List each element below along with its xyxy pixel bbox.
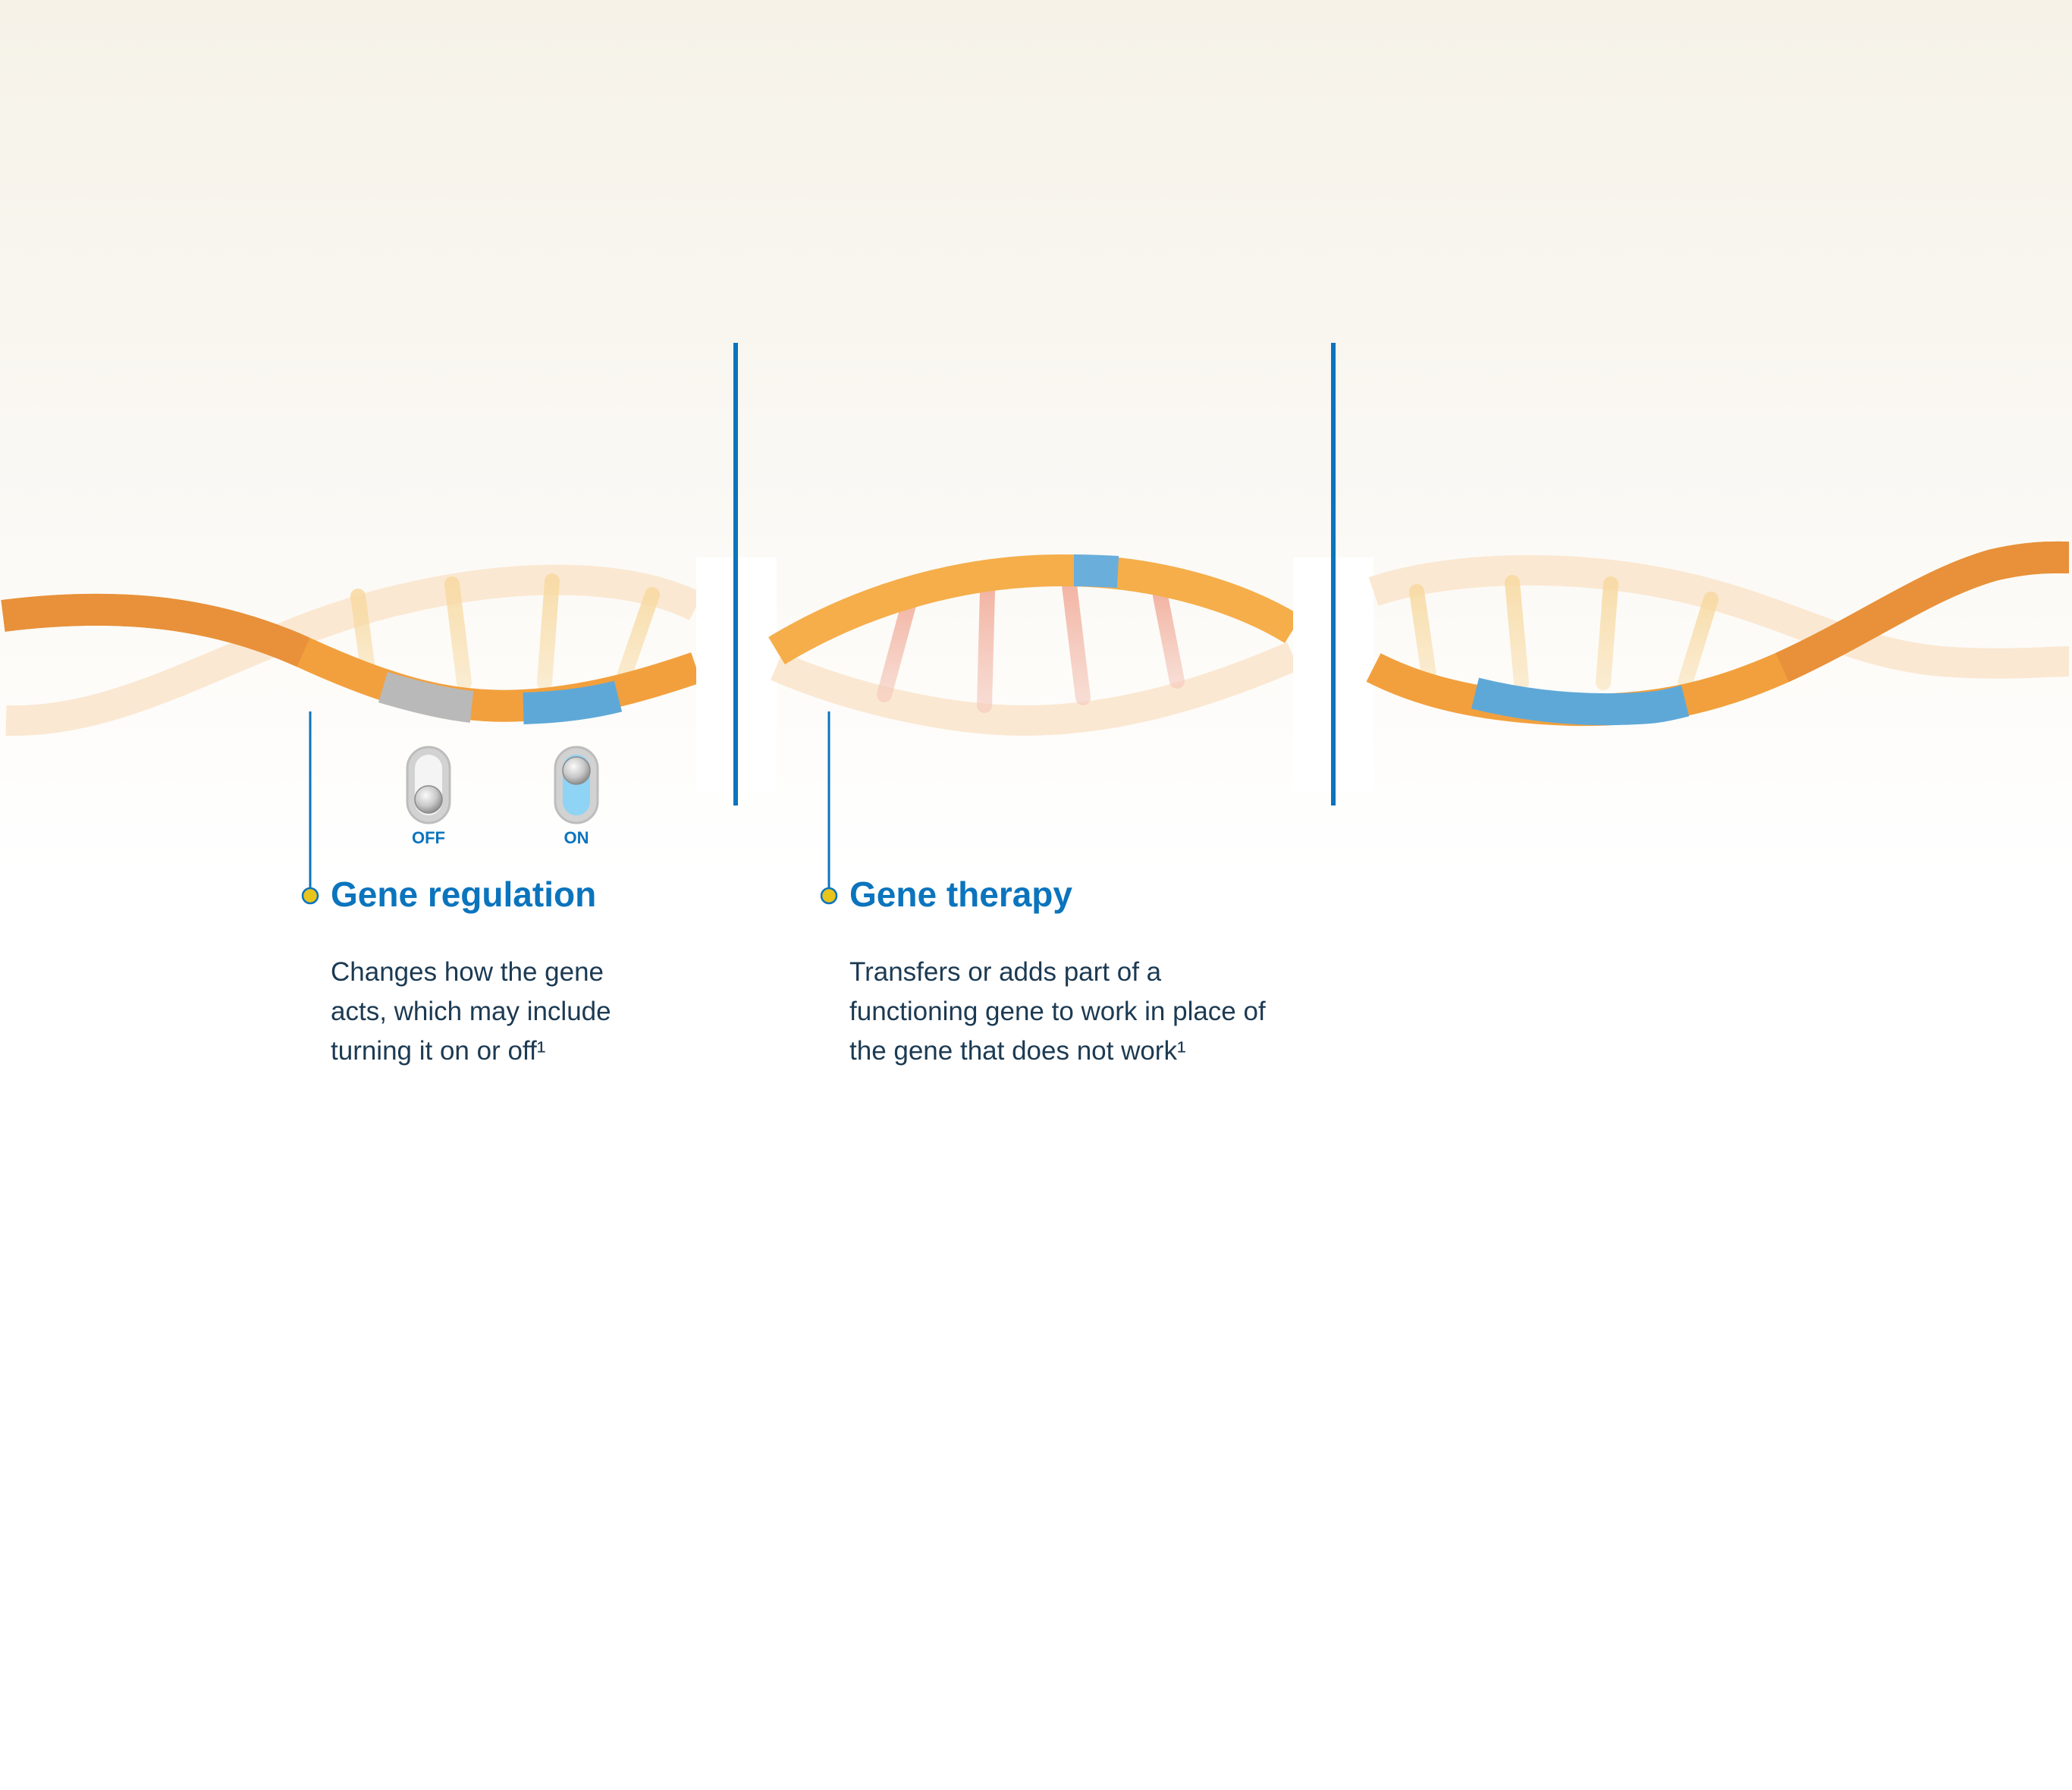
- toggle-on-icon: [554, 746, 599, 824]
- base-pair-rungs: [1409, 575, 1719, 690]
- gene-therapy-description: Transfers or adds part of a functioning …: [849, 957, 1266, 1066]
- gene-regulation-title: Gene regulation: [331, 875, 597, 914]
- dna-panel-left: [1, 564, 704, 736]
- dna-panel-right: [1366, 541, 2070, 727]
- dna-panel-middle: [768, 554, 1302, 736]
- gene-segment-off: [378, 671, 474, 723]
- front-strand-dark: [1775, 541, 2070, 683]
- gene-segment-edited: [1471, 677, 1690, 726]
- base-pair-rungs: [877, 578, 1185, 713]
- toggle-off-label: OFF: [412, 828, 445, 847]
- back-strand: [5, 564, 704, 736]
- toggle-on-label: ON: [564, 828, 589, 847]
- callout-dot-regulation: [301, 887, 319, 905]
- toggle-off-icon: [406, 746, 451, 824]
- gene-segment-on: [523, 680, 623, 724]
- gene-therapy-title: Gene therapy: [849, 875, 1072, 914]
- back-strand: [1368, 554, 2070, 679]
- front-strand: [768, 554, 1302, 664]
- callout-dot-therapy: [820, 887, 838, 905]
- back-strand: [770, 642, 1299, 736]
- gene-regulation-description: Changes how the gene acts, which may inc…: [331, 957, 611, 1066]
- front-strand-dark: [1, 593, 310, 667]
- gene-segment-added: [1073, 554, 1119, 588]
